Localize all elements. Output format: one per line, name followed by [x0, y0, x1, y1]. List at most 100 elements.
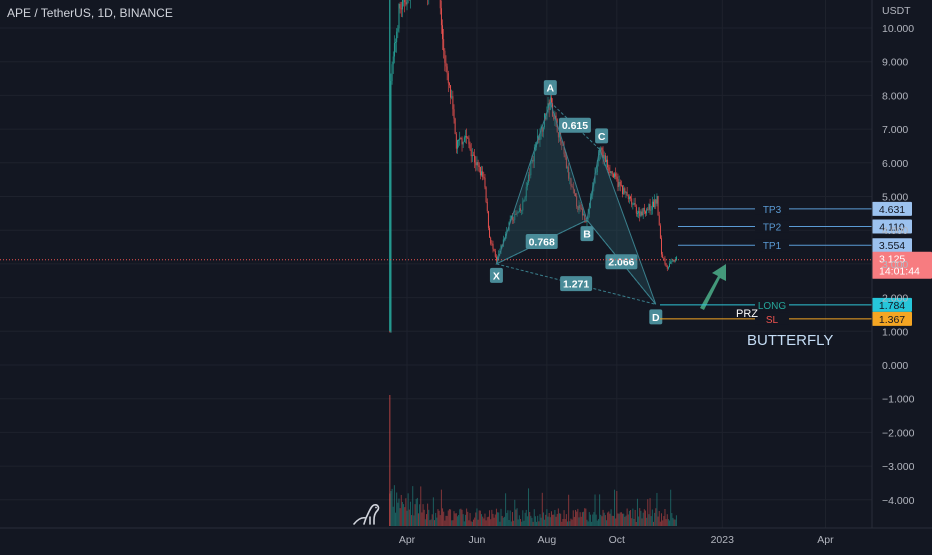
volume-bar — [494, 514, 496, 526]
volume-bar — [618, 513, 620, 526]
y-tick-label: 0.000 — [882, 360, 908, 372]
candle-body — [564, 154, 566, 158]
candle-body — [517, 211, 519, 213]
candle-body — [651, 201, 653, 210]
candle-body — [485, 187, 487, 202]
volume-bar — [509, 510, 511, 526]
ratio-label-ac: 0.615 — [558, 117, 591, 133]
volume-bar — [466, 508, 468, 526]
candle-body — [633, 203, 635, 205]
time-axis[interactable]: Apr Jun Aug Oct 2023 Apr — [0, 527, 932, 546]
volume-bar — [438, 510, 440, 526]
y-axis-unit: USDT — [882, 5, 911, 17]
volume-bar — [577, 508, 579, 526]
candle-body — [665, 263, 667, 267]
volume-bar — [405, 498, 407, 526]
candle-body — [391, 64, 393, 81]
candle-body — [634, 203, 636, 207]
volume-histogram — [389, 395, 677, 526]
candle-body — [608, 167, 610, 172]
volume-bar — [427, 503, 429, 526]
volume-bar — [659, 521, 661, 526]
volume-bar — [628, 510, 630, 526]
volume-bar — [612, 515, 614, 526]
candle-body — [522, 201, 524, 211]
pattern-point-a-text: A — [547, 83, 555, 95]
candle-body — [440, 8, 442, 26]
volume-bar — [525, 509, 527, 526]
volume-bar — [599, 494, 601, 526]
y-tick-label: 3.000 — [882, 259, 908, 271]
candle-body — [599, 154, 601, 156]
volume-bar — [662, 520, 664, 526]
candle-body — [658, 215, 660, 226]
volume-bar — [429, 520, 431, 526]
volume-bar — [674, 519, 676, 526]
volume-bar — [639, 508, 641, 526]
candle-body — [628, 196, 630, 200]
pattern-point-a: A — [543, 80, 557, 96]
volume-bar — [409, 501, 411, 526]
pattern-point-b-bg — [580, 226, 594, 242]
volume-bar — [634, 509, 636, 526]
candle-body — [509, 219, 511, 223]
volume-bar — [432, 497, 434, 526]
candle-body — [594, 173, 596, 184]
volume-bar — [440, 489, 442, 526]
candle-body — [619, 181, 621, 186]
volume-bar — [501, 515, 503, 526]
volume-bar — [532, 521, 534, 526]
volume-bar — [622, 513, 624, 526]
candle-body — [622, 185, 623, 194]
volume-bar — [665, 519, 667, 526]
candle-body — [562, 143, 564, 146]
level-name: LONG — [758, 301, 787, 312]
candle-body — [559, 130, 560, 138]
candle-body — [555, 115, 557, 120]
candle-body — [481, 171, 482, 176]
candle-body — [471, 154, 473, 157]
volume-bar — [673, 519, 675, 526]
candle-body — [546, 112, 548, 120]
candle-body — [617, 179, 619, 187]
volume-bar — [604, 515, 606, 526]
candle-body — [610, 171, 612, 174]
pattern-point-x-bg — [489, 267, 503, 283]
ratio-label-bd-text: 2.066 — [608, 257, 634, 269]
candle-body — [661, 238, 662, 255]
candle-body — [626, 192, 628, 196]
level-price-tag — [872, 201, 912, 216]
volume-bar — [607, 512, 609, 526]
ratio-line-BD — [586, 219, 657, 305]
candle-body — [667, 267, 669, 269]
volume-bar — [568, 494, 570, 526]
volume-bar — [591, 521, 593, 526]
volume-bar — [558, 513, 560, 526]
volume-bar — [389, 395, 391, 526]
volume-bar — [421, 512, 423, 526]
volume-bar — [395, 512, 397, 526]
candle-body — [569, 178, 571, 180]
volume-bar — [552, 514, 554, 526]
volume-bar — [403, 504, 405, 526]
candle-body — [581, 208, 583, 216]
level-tp3: TP3 4.631 — [678, 201, 912, 216]
candle-body — [642, 207, 644, 216]
volume-bar — [517, 519, 519, 526]
volume-bar — [671, 513, 673, 526]
volume-bar — [392, 506, 394, 526]
candle-body — [595, 171, 597, 174]
volume-bar — [656, 492, 658, 526]
volume-bar — [479, 510, 481, 526]
candle-body — [468, 138, 470, 145]
volume-bar — [474, 517, 476, 526]
volume-bar — [437, 509, 439, 526]
level-name: TP3 — [763, 205, 782, 216]
candle-body — [444, 50, 446, 63]
current-price-label: 3.125 — [879, 254, 905, 266]
volume-bar — [397, 502, 399, 526]
price-axis[interactable]: 10.000 9.000 8.000 7.000 6.000 5.000 4.000 3.00… — [871, 0, 915, 528]
volume-bar — [500, 508, 502, 526]
